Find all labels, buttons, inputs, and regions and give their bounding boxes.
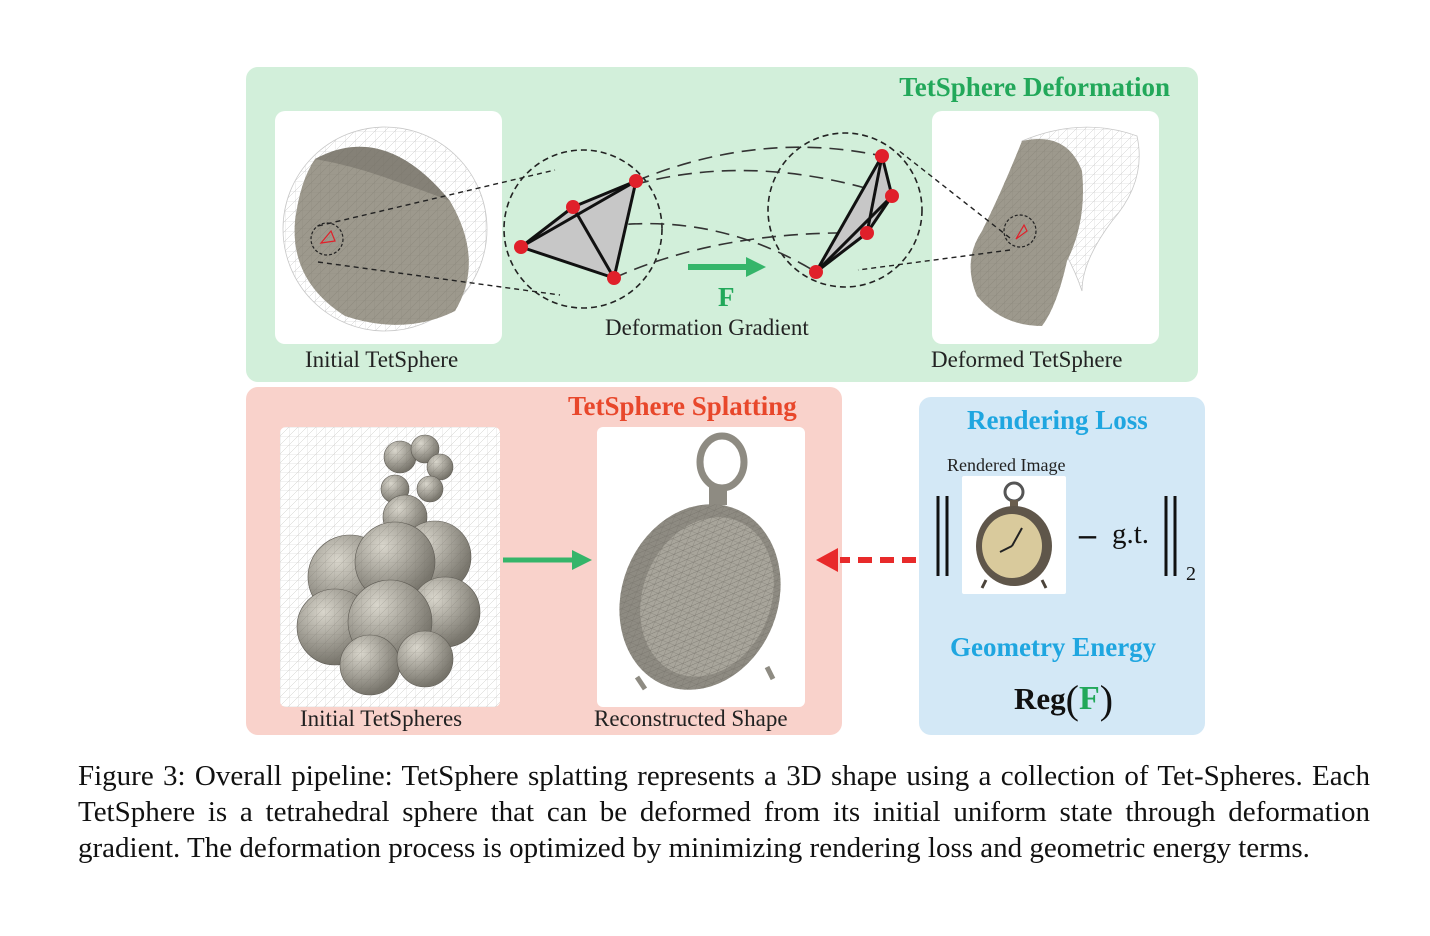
- deformation-panel-title: TetSphere Deformation: [899, 72, 1170, 102]
- rendered-image-label: Rendered Image: [947, 455, 1066, 475]
- figure-caption: Figure 3: Overall pipeline: TetSphere sp…: [78, 760, 1370, 864]
- initial-tetspheres-image: [280, 427, 500, 707]
- reg-label: Reg: [1014, 681, 1066, 716]
- geometry-energy-title: Geometry Energy: [950, 632, 1157, 662]
- reconstructed-shape-label: Reconstructed Shape: [594, 706, 788, 731]
- deformation-gradient-symbol: F: [718, 282, 735, 312]
- splatting-panel-title: TetSphere Splatting: [568, 391, 797, 421]
- minus-sign: –: [1079, 516, 1096, 553]
- norm-subscript: 2: [1186, 563, 1196, 585]
- deformed-tetsphere-label: Deformed TetSphere: [931, 347, 1123, 372]
- rendered-clock-image: [962, 476, 1066, 594]
- initial-tetspheres-label: Initial TetSpheres: [300, 706, 463, 731]
- ground-truth-label: g.t.: [1112, 518, 1150, 550]
- deformed-tetsphere-image: [932, 111, 1159, 344]
- reconstructed-shape-image: [597, 427, 805, 707]
- initial-tetsphere-image: [275, 111, 502, 344]
- rendering-loss-title: Rendering Loss: [967, 405, 1148, 435]
- reg-argument: F: [1078, 680, 1100, 717]
- reg-function: Reg(F): [1014, 676, 1113, 723]
- reg-close-paren: ): [1099, 677, 1114, 722]
- deformation-gradient-label: Deformation Gradient: [605, 315, 809, 340]
- initial-tetsphere-label: Initial TetSphere: [305, 347, 459, 372]
- reg-open-paren: (: [1065, 677, 1079, 722]
